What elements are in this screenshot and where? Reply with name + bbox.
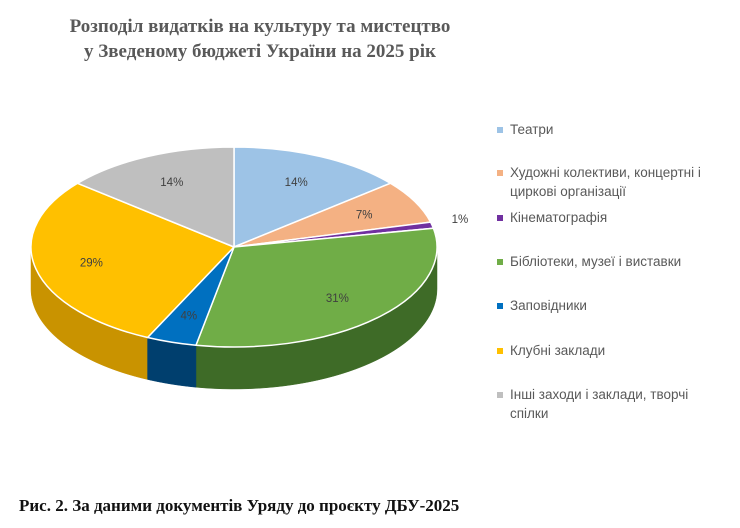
- pie-slice-6: [30, 182, 235, 339]
- pie-value-label-4: 31%: [326, 293, 349, 305]
- legend-swatch-2: [497, 170, 503, 176]
- legend-label-7-line-2: спілки: [510, 406, 549, 421]
- legend-item-6: Клубні заклади: [497, 341, 727, 360]
- pie-value-label-7: 14%: [160, 177, 183, 189]
- legend-label-5: Заповідники: [510, 298, 587, 313]
- legend-item-1: Театри: [497, 120, 727, 139]
- chart-title: Розподіл видатків на культуру та мистецт…: [0, 14, 520, 64]
- pie-slice-1: [233, 146, 392, 248]
- legend-item-3: Кінематографія: [497, 208, 727, 227]
- pie-value-label-1: 14%: [285, 177, 308, 189]
- chart-title-line-2: у Зведеному бюджеті України на 2025 рік: [84, 41, 436, 62]
- legend-label-1: Театри: [510, 122, 554, 137]
- pie-value-label-5: 4%: [180, 311, 197, 323]
- figure-caption: Рис. 2. За даними документів Уряду до пр…: [19, 496, 460, 515]
- legend-item-4: Бібліотеки, музеї і виставки: [497, 252, 727, 271]
- pie-top: [30, 146, 438, 348]
- pie-value-label-6: 29%: [80, 258, 103, 270]
- legend-swatch-6: [497, 348, 503, 354]
- legend-label-4: Бібліотеки, музеї і виставки: [510, 254, 682, 269]
- pie-slice-4: [195, 227, 438, 348]
- legend-label-6: Клубні заклади: [510, 343, 606, 358]
- pie-slice-7: [76, 146, 235, 248]
- pie-value-label-2: 7%: [356, 209, 373, 221]
- legend-label-2-line-1: Художні колективи, концертні і: [510, 165, 701, 180]
- legend-label-7-line-1: Інші заходи і заклади, творчі: [510, 387, 689, 402]
- legend-item-7: Інші заходи і заклади, творчі спілки: [497, 385, 727, 423]
- legend-swatch-5: [497, 303, 503, 309]
- pie-value-label-3: 1%: [452, 214, 469, 226]
- legend-swatch-7: [497, 392, 503, 398]
- legend-swatch-4: [497, 259, 503, 265]
- legend-label-3: Кінематографія: [510, 210, 608, 225]
- legend-item-5: Заповідники: [497, 296, 727, 315]
- legend-swatch-1: [497, 127, 503, 133]
- chart-title-line-1: Розподіл видатків на культуру та мистецт…: [69, 16, 451, 37]
- legend-item-2: Художні колективи, концертні і циркові ор…: [497, 163, 727, 201]
- pie-data-labels: 14% 7% 1% 31% 4% 29% 14%: [80, 177, 468, 323]
- legend-label-2-line-2: циркові організації: [510, 184, 627, 199]
- legend-swatch-3: [497, 215, 503, 221]
